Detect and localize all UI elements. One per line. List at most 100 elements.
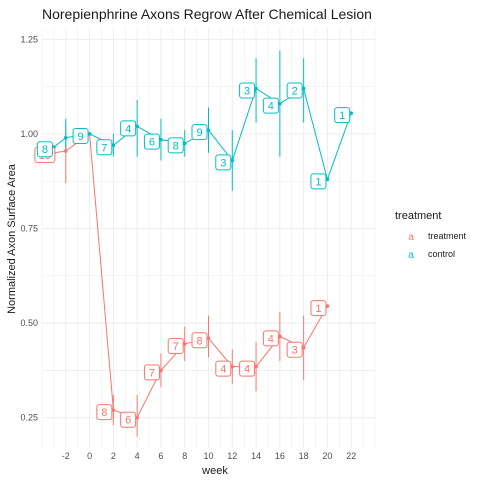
count-label-control: 4	[268, 101, 274, 113]
count-labels: 1086778444318974689334211	[34, 82, 351, 428]
count-label-treatment: 1	[315, 303, 321, 315]
x-tick-label: 10	[203, 451, 213, 461]
x-tick-label: 22	[346, 451, 356, 461]
data-point-treatment	[230, 364, 235, 369]
data-point-control	[111, 143, 116, 148]
data-point-control	[63, 135, 68, 140]
count-label-treatment: 4	[220, 364, 226, 376]
count-label-treatment: 6	[125, 415, 131, 427]
chart-title: Norepienphrine Axons Regrow After Chemic…	[42, 6, 372, 22]
x-tick-label: 20	[322, 451, 332, 461]
data-point-control	[159, 137, 163, 142]
x-tick-label: -2	[62, 451, 70, 461]
count-label-box-control	[215, 154, 232, 171]
count-label-box-control	[96, 139, 113, 156]
count-label-control: 6	[149, 137, 155, 149]
count-label-treatment: 4	[268, 333, 274, 345]
x-tick-label: 8	[182, 451, 187, 461]
legend-label-control: control	[428, 249, 455, 259]
count-label-box-control	[191, 124, 208, 141]
count-label-box-control	[262, 97, 279, 114]
x-tick-label: 12	[227, 451, 237, 461]
count-label-box-control	[239, 82, 256, 99]
data-point-control	[230, 158, 235, 163]
data-point-control	[349, 111, 354, 115]
count-label-treatment: 7	[173, 341, 179, 353]
data-point-control	[206, 128, 211, 132]
legend: treatment a treatment a control	[395, 210, 467, 261]
data-point-control	[87, 132, 92, 136]
data-point-control	[301, 86, 306, 91]
count-label-control: 8	[42, 144, 48, 156]
count-label-box-control	[143, 133, 160, 150]
x-tick-label: 14	[251, 451, 261, 461]
data-point-treatment	[159, 368, 163, 373]
count-label-box-treatment	[96, 404, 113, 421]
data-point-treatment	[325, 304, 330, 308]
y-tick-label: 0.25	[20, 413, 38, 423]
data-point-treatment	[111, 408, 116, 412]
legend-label-treatment: treatment	[428, 231, 467, 241]
count-label-box-treatment	[215, 360, 232, 377]
grid	[41, 28, 376, 448]
data-point-treatment	[63, 149, 68, 153]
data-point-control	[325, 177, 330, 182]
y-tick-label: 1.00	[20, 129, 38, 139]
y-tick-label: 0.75	[20, 224, 38, 234]
y-axis-title: Normalized Axon Surface Area	[6, 163, 18, 314]
count-label-box-control	[310, 173, 327, 190]
count-label-box-treatment	[262, 330, 279, 347]
count-label-control: 8	[173, 140, 179, 152]
x-tick-label: 4	[135, 451, 140, 461]
count-label-box-treatment	[310, 300, 327, 317]
data-point-treatment	[206, 336, 211, 341]
count-label-treatment: 4	[244, 364, 250, 376]
count-label-control: 7	[101, 142, 107, 154]
count-label-control: 9	[196, 127, 202, 139]
count-label-box-control	[286, 82, 303, 99]
count-label-control: 9	[78, 131, 84, 143]
x-tick-label: 16	[275, 451, 285, 461]
data-point-control	[182, 141, 187, 146]
count-label-box-treatment	[167, 337, 184, 354]
count-label-treatment: 8	[196, 335, 202, 347]
count-label-treatment: 8	[101, 407, 107, 419]
count-label-control: 3	[244, 86, 250, 98]
count-label-control: 2	[292, 86, 298, 98]
count-label-treatment: 3	[292, 345, 298, 357]
data-point-control	[278, 101, 282, 106]
legend-key-treatment: a	[408, 232, 414, 243]
count-label-box-treatment	[191, 332, 208, 349]
count-label-treatment: 7	[149, 367, 155, 379]
count-label-control: 3	[220, 157, 226, 169]
data-point-treatment	[135, 415, 139, 420]
y-axis-ticks: 0.25 0.50 0.75 1.00 1.25	[20, 34, 38, 422]
count-label-box-control	[36, 141, 53, 158]
y-tick-label: 1.25	[20, 34, 38, 44]
count-label-box-treatment	[120, 411, 137, 428]
count-label-box-control	[334, 107, 351, 124]
count-label-box-treatment	[239, 360, 256, 377]
data-point-treatment	[254, 364, 258, 369]
x-tick-label: 2	[111, 451, 116, 461]
count-label-box-control	[72, 127, 89, 144]
x-tick-label: 0	[87, 451, 92, 461]
count-label-box-treatment	[286, 341, 303, 358]
data-point-control	[135, 124, 139, 129]
count-label-box-control	[167, 137, 184, 154]
count-label-box-treatment	[143, 364, 160, 381]
count-label-control: 1	[315, 176, 321, 188]
x-tick-label: 18	[299, 451, 309, 461]
data-point-treatment	[182, 342, 187, 346]
data-point-treatment	[301, 345, 306, 350]
x-axis-title: week	[201, 465, 228, 477]
count-label-control: 1	[339, 110, 345, 122]
y-tick-label: 0.50	[20, 318, 38, 328]
count-label-control: 4	[125, 123, 131, 135]
x-tick-label: 6	[158, 451, 163, 461]
data-point-control	[254, 86, 258, 91]
count-label-box-control	[120, 120, 137, 137]
legend-key-control: a	[408, 250, 414, 261]
legend-title: treatment	[395, 210, 441, 222]
